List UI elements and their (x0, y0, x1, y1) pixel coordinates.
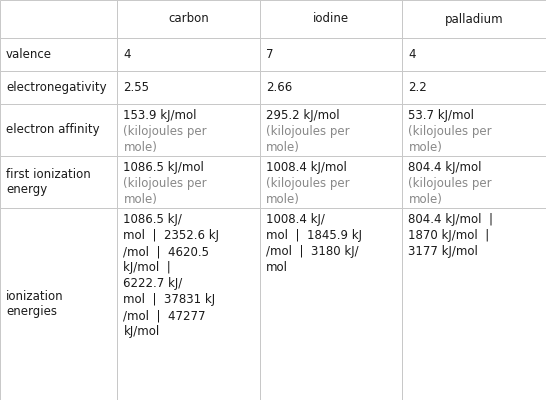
Text: 4: 4 (408, 48, 416, 61)
Text: 1008.4 kJ/
mol  |  1845.9 kJ
/mol  |  3180 kJ/
mol: 1008.4 kJ/ mol | 1845.9 kJ /mol | 3180 k… (266, 213, 362, 274)
Bar (402, 156, 546, 208)
Text: 1008.4 kJ/mol: 1008.4 kJ/mol (266, 161, 347, 174)
Bar (117, 38, 260, 71)
Bar (0, 156, 117, 208)
Bar (0, 0, 117, 38)
Text: 1086.5 kJ/mol: 1086.5 kJ/mol (123, 161, 204, 174)
Bar (260, 38, 402, 71)
Text: (kilojoules per
mole): (kilojoules per mole) (123, 125, 207, 154)
Text: 2.2: 2.2 (408, 81, 427, 94)
Text: iodine: iodine (313, 12, 349, 26)
Text: 153.9 kJ/mol: 153.9 kJ/mol (123, 109, 197, 122)
Text: first ionization
energy: first ionization energy (6, 168, 91, 196)
Bar (117, 0, 260, 38)
Bar (0, 208, 117, 400)
Bar (402, 208, 546, 400)
Bar (117, 208, 260, 400)
Bar (117, 104, 260, 156)
Bar (260, 156, 402, 208)
Bar (117, 71, 260, 104)
Bar (0, 104, 117, 156)
Bar (402, 38, 546, 71)
Text: electron affinity: electron affinity (6, 124, 99, 136)
Bar (260, 0, 402, 38)
Text: 4: 4 (123, 48, 131, 61)
Text: 295.2 kJ/mol: 295.2 kJ/mol (266, 109, 340, 122)
Bar (260, 71, 402, 104)
Bar (260, 104, 402, 156)
Text: 2.55: 2.55 (123, 81, 150, 94)
Bar (402, 0, 546, 38)
Text: electronegativity: electronegativity (6, 81, 106, 94)
Text: 7: 7 (266, 48, 274, 61)
Bar (0, 71, 117, 104)
Text: valence: valence (6, 48, 52, 61)
Text: 804.4 kJ/mol  |
1870 kJ/mol  |
3177 kJ/mol: 804.4 kJ/mol | 1870 kJ/mol | 3177 kJ/mol (408, 213, 494, 258)
Text: ionization
energies: ionization energies (6, 290, 64, 318)
Text: 2.66: 2.66 (266, 81, 292, 94)
Text: carbon: carbon (168, 12, 209, 26)
Text: palladium: palladium (445, 12, 503, 26)
Text: (kilojoules per
mole): (kilojoules per mole) (408, 177, 492, 206)
Bar (117, 156, 260, 208)
Bar (402, 104, 546, 156)
Text: 1086.5 kJ/
mol  |  2352.6 kJ
/mol  |  4620.5
kJ/mol  |
6222.7 kJ/
mol  |  37831 : 1086.5 kJ/ mol | 2352.6 kJ /mol | 4620.5… (123, 213, 219, 338)
Text: 53.7 kJ/mol: 53.7 kJ/mol (408, 109, 474, 122)
Bar (0, 38, 117, 71)
Text: (kilojoules per
mole): (kilojoules per mole) (266, 177, 349, 206)
Text: (kilojoules per
mole): (kilojoules per mole) (408, 125, 492, 154)
Text: 804.4 kJ/mol: 804.4 kJ/mol (408, 161, 482, 174)
Bar (402, 71, 546, 104)
Text: (kilojoules per
mole): (kilojoules per mole) (123, 177, 207, 206)
Bar (260, 208, 402, 400)
Text: (kilojoules per
mole): (kilojoules per mole) (266, 125, 349, 154)
